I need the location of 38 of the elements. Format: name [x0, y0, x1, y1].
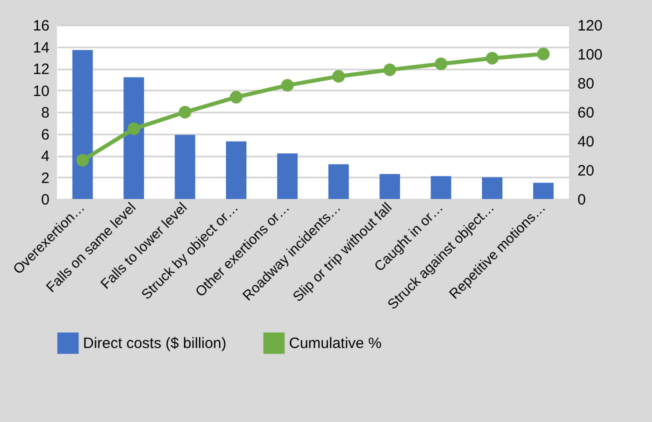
y-tick-label: 0: [41, 192, 50, 208]
y2-tick-label: 100: [578, 46, 603, 64]
y-tick-label: 10: [32, 82, 50, 100]
bar: [533, 182, 554, 199]
point: [486, 52, 499, 65]
bar: [328, 164, 349, 199]
y-tick-label: 2: [41, 170, 50, 187]
point: [434, 58, 448, 70]
point: [230, 90, 243, 104]
bar: [380, 174, 400, 199]
legend-label: Cumulative %: [289, 335, 382, 352]
y-tick-label: 16: [32, 18, 50, 34]
y2-tick-label: 0: [578, 192, 586, 208]
y-tick-label: 6: [41, 126, 50, 144]
y-tick-label: 8: [41, 104, 50, 122]
bar: [124, 77, 144, 199]
y2-tick-label: 40: [578, 134, 594, 150]
point: [281, 79, 294, 92]
bar: [277, 153, 298, 199]
point: [178, 106, 192, 118]
bar: [482, 177, 502, 199]
y2-tick-label: 120: [578, 18, 603, 34]
legend-label: Direct costs ($ billion): [83, 335, 226, 352]
bar: [430, 176, 452, 199]
y-tick-label: 14: [32, 39, 50, 56]
point: [383, 63, 396, 76]
y2-tick-label: 80: [578, 76, 594, 92]
y-tick-label: 12: [32, 61, 50, 78]
bar: [174, 134, 196, 199]
point: [76, 154, 89, 167]
point: [127, 122, 140, 136]
point: [332, 70, 345, 83]
bar: [72, 50, 93, 199]
y2-tick-label: 60: [578, 104, 594, 122]
y2-tick-label: 20: [578, 162, 594, 180]
y-tick-label: 4: [41, 148, 50, 165]
bar: [226, 141, 246, 199]
point: [537, 48, 550, 60]
